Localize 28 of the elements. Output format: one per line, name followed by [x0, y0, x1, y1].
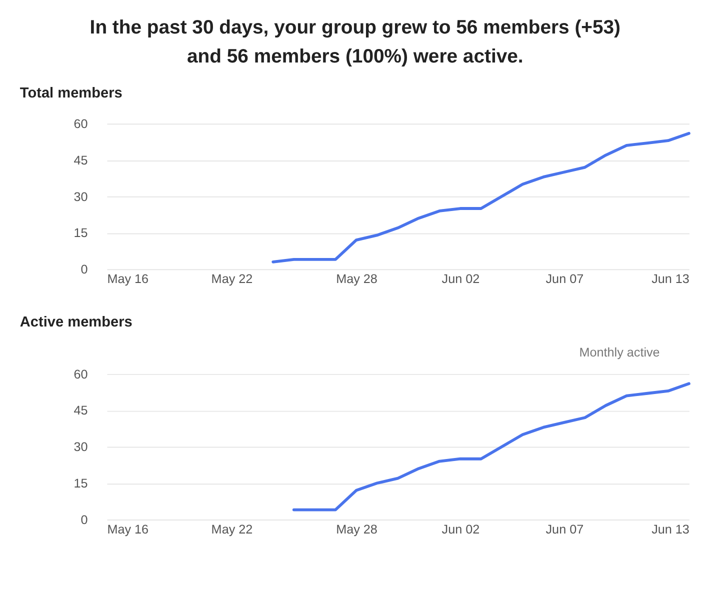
x-tick-label: Jun 02: [442, 272, 480, 286]
line-series: [272, 132, 690, 264]
y-tick-label: 30: [74, 190, 88, 204]
y-tick-label: 15: [74, 226, 88, 240]
x-tick-label: May 22: [211, 522, 253, 537]
y-tick-label: 0: [80, 262, 88, 277]
x-tick-label: May 16: [107, 272, 149, 286]
y-tick-label: 0: [80, 512, 88, 527]
text: In the past 30 days, your group grew to 56 members (+53) and 56 members (100%) were active.: [90, 16, 621, 68]
y-tick-label: 15: [74, 476, 88, 490]
x-tick-label: Jun 13: [652, 522, 690, 537]
chart-title: Active members: [20, 314, 132, 330]
x-tick-label: May 28: [336, 272, 378, 286]
x-tick-label: May 22: [211, 272, 253, 286]
x-tick-label: Jun 02: [442, 522, 480, 537]
y-tick-label: 30: [74, 440, 88, 454]
x-tick-label: Jun 07: [546, 522, 584, 537]
y-tick-label: 60: [74, 367, 88, 382]
x-tick-label: Jun 13: [652, 272, 690, 286]
line-series: [292, 382, 690, 512]
x-tick-label: May 16: [107, 522, 149, 537]
x-tick-label: May 28: [336, 522, 378, 537]
x-tick-label: Jun 07: [546, 272, 584, 286]
y-tick-label: 45: [74, 153, 88, 168]
y-tick-label: 45: [74, 404, 88, 418]
text: Monthly active: [579, 345, 660, 360]
chart-title: Total members: [20, 85, 122, 102]
y-tick-label: 60: [74, 116, 88, 131]
